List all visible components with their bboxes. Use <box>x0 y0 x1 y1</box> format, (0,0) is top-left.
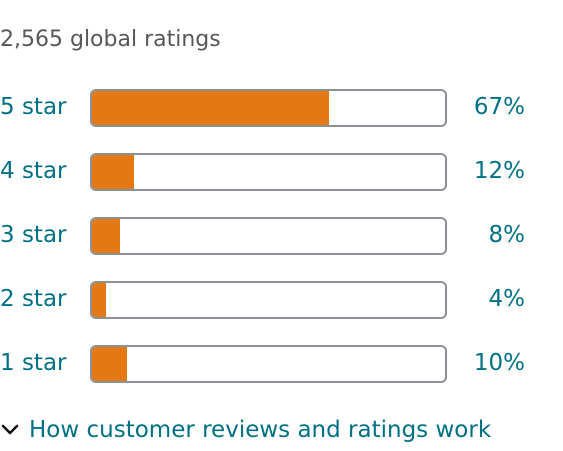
rating-bar[interactable] <box>90 217 447 255</box>
histogram-row-4-star[interactable]: 4 star 12% <box>0 152 563 216</box>
rating-percentage[interactable]: 4% <box>488 286 526 312</box>
rating-bar-fill <box>92 347 128 381</box>
rating-percentage[interactable]: 10% <box>473 350 525 376</box>
rating-histogram: 5 star 67% 4 star 12% 3 star 8% 2 star 4… <box>0 88 563 408</box>
star-label[interactable]: 1 star <box>0 350 67 376</box>
star-label[interactable]: 5 star <box>0 94 67 120</box>
rating-bar[interactable] <box>90 281 447 319</box>
rating-percentage[interactable]: 67% <box>473 94 525 120</box>
global-ratings-count: 2,565 global ratings <box>0 27 221 52</box>
rating-percentage[interactable]: 8% <box>488 222 526 248</box>
rating-bar-fill <box>92 219 121 253</box>
rating-bar[interactable] <box>90 89 447 127</box>
how-reviews-work-text[interactable]: How customer reviews and ratings work <box>29 417 492 443</box>
rating-bar-fill <box>92 155 135 189</box>
rating-bar[interactable] <box>90 153 447 191</box>
histogram-row-3-star[interactable]: 3 star 8% <box>0 216 563 280</box>
star-label[interactable]: 2 star <box>0 286 67 312</box>
histogram-row-1-star[interactable]: 1 star 10% <box>0 344 563 408</box>
star-label[interactable]: 4 star <box>0 158 67 184</box>
star-label[interactable]: 3 star <box>0 222 67 248</box>
histogram-row-2-star[interactable]: 2 star 4% <box>0 280 563 344</box>
how-reviews-work-link[interactable]: How customer reviews and ratings work <box>0 414 491 446</box>
rating-bar-fill <box>92 91 329 125</box>
rating-bar[interactable] <box>90 345 447 383</box>
chevron-down-icon <box>1 424 19 435</box>
histogram-row-5-star[interactable]: 5 star 67% <box>0 88 563 152</box>
rating-bar-fill <box>92 283 107 317</box>
rating-percentage[interactable]: 12% <box>473 158 525 184</box>
